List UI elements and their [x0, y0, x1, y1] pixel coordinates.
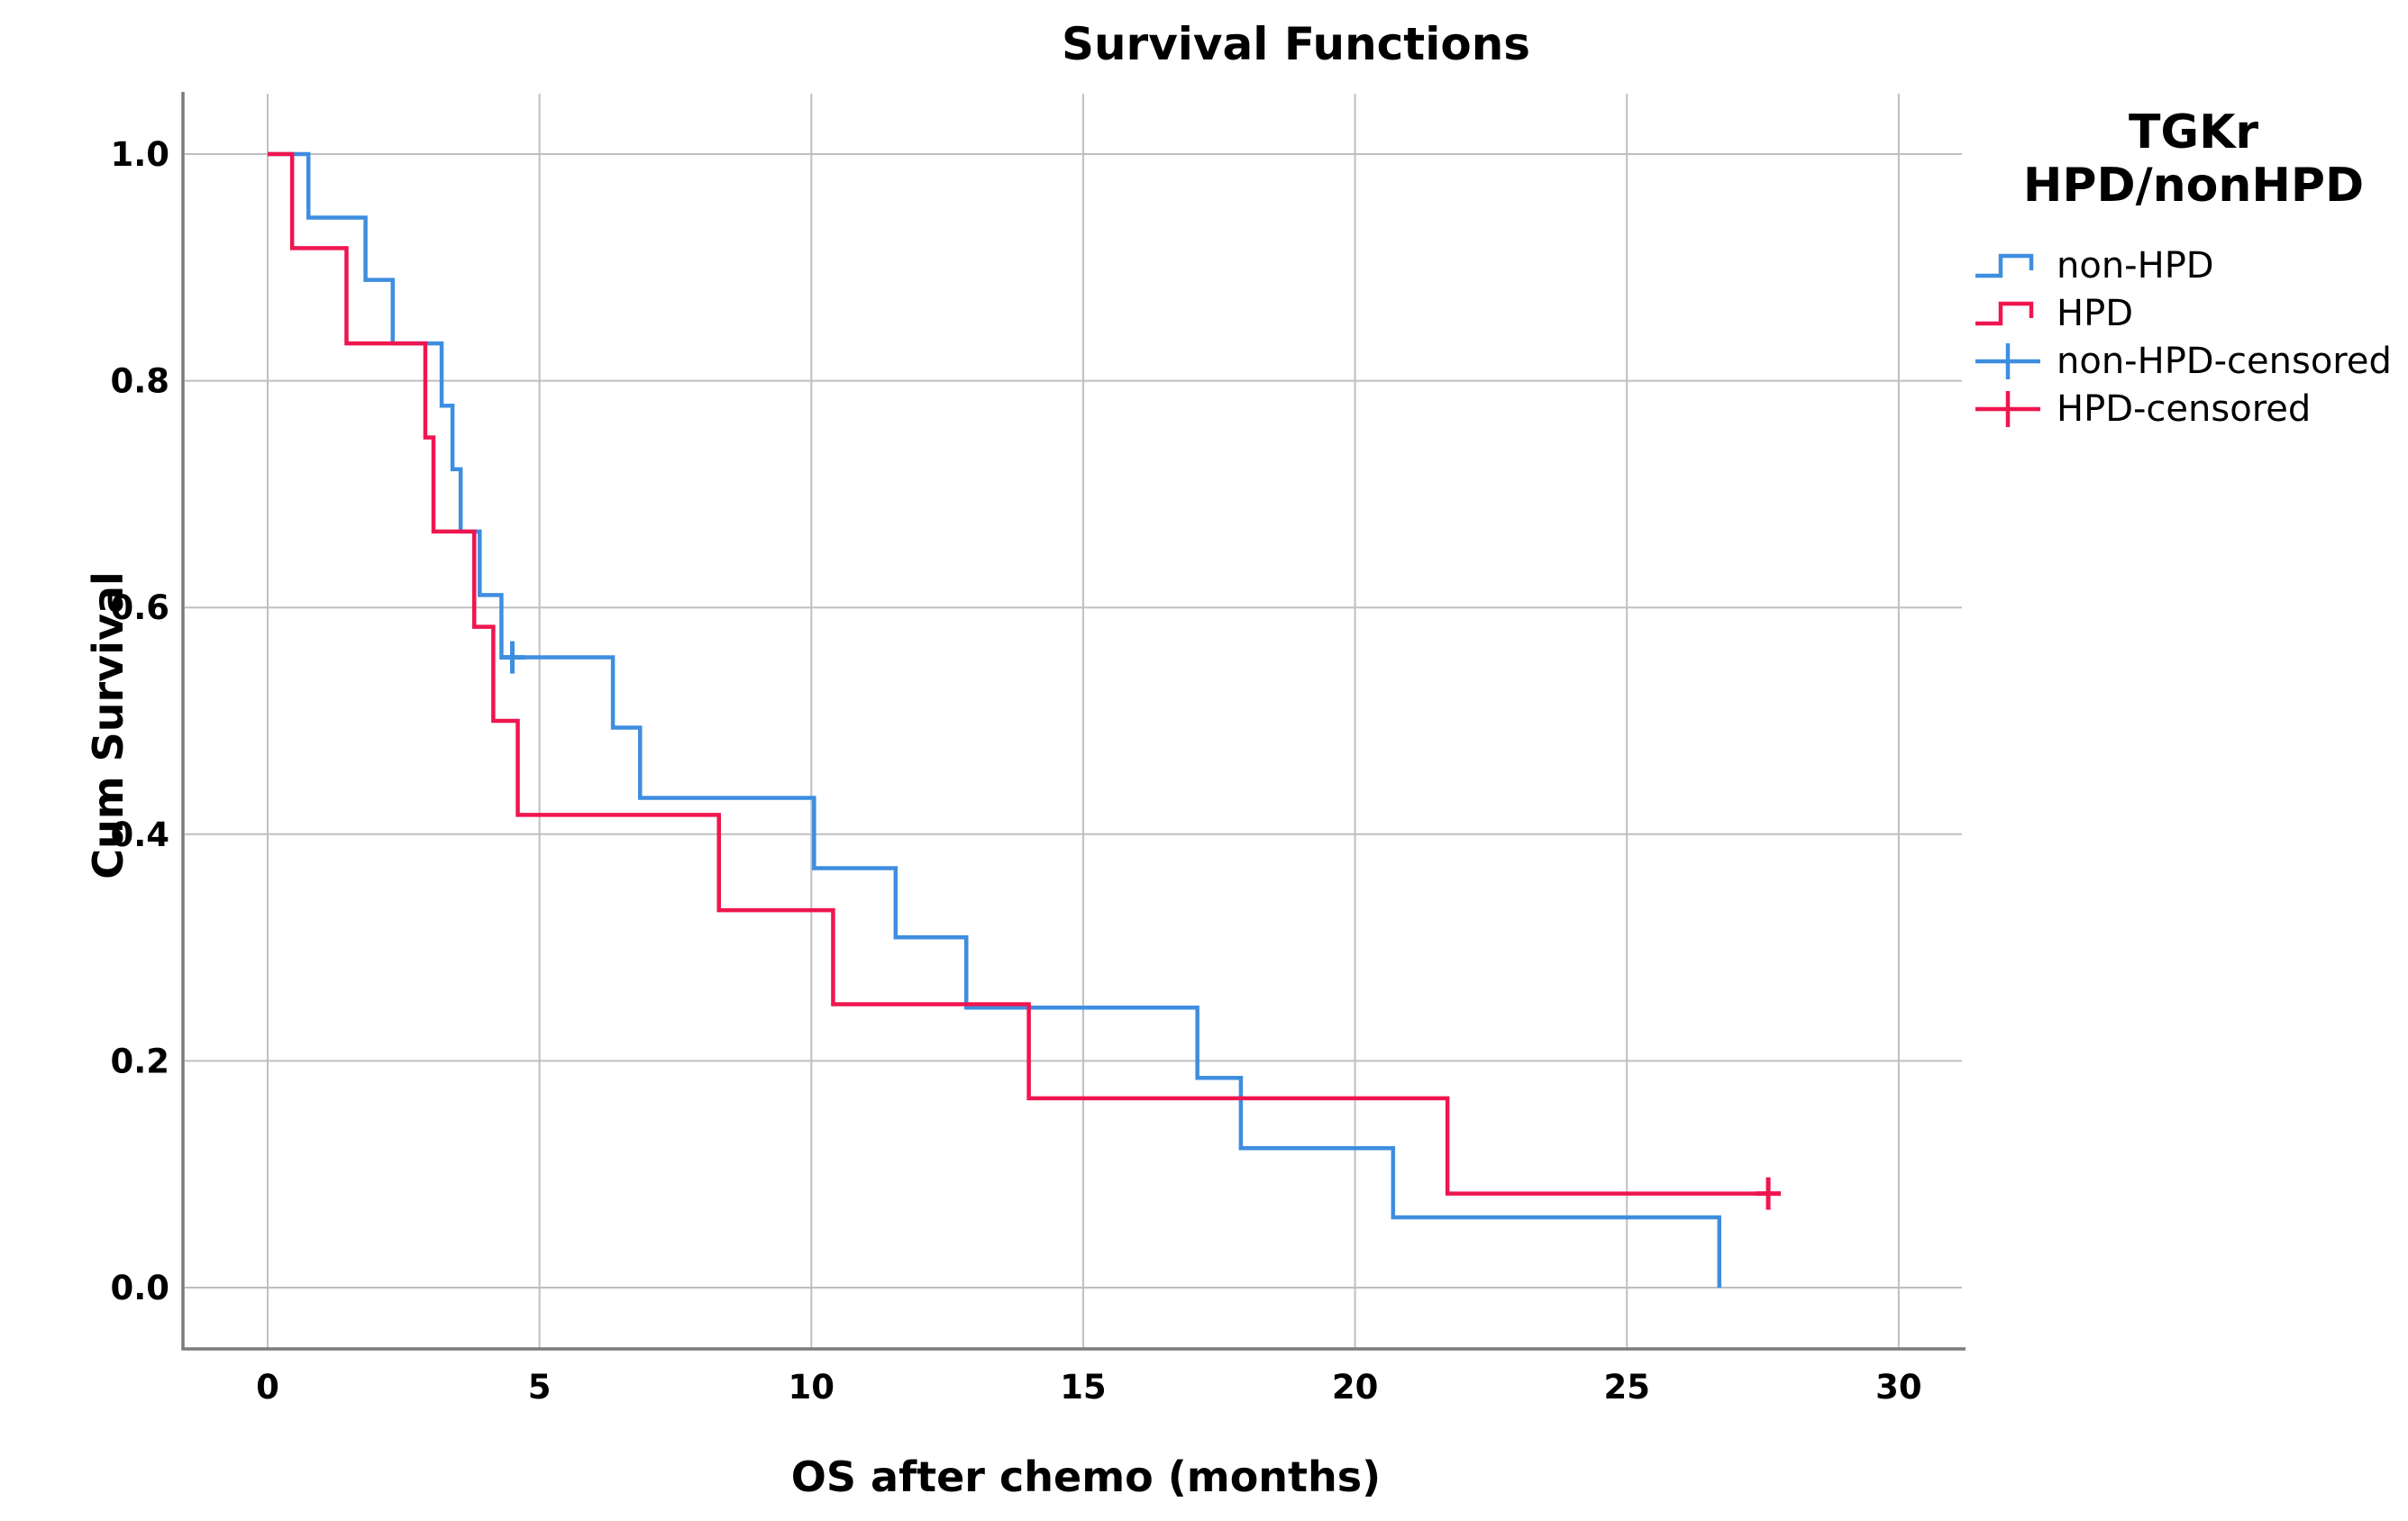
legend-item-non-hpd: non-HPD [1963, 241, 2408, 289]
series-non-HPD [268, 151, 1722, 1288]
censored-plus-icon [1975, 390, 2040, 427]
svg-text:0.0: 0.0 [110, 1269, 169, 1307]
y-axis-label: Cum Survival [84, 571, 132, 879]
svg-text:0.2: 0.2 [110, 1042, 169, 1080]
svg-text:30: 30 [1875, 1368, 1922, 1407]
x-axis-label: OS after chemo (months) [790, 1453, 1382, 1501]
legend-items: non-HPD HPD non-HPD-censored HPD-censore… [1963, 241, 2408, 433]
legend-title: TGKr HPD/nonHPD [2023, 106, 2364, 213]
svg-text:15: 15 [1060, 1368, 1107, 1407]
legend-title-line1: TGKr [2128, 105, 2259, 159]
legend-item-label: non-HPD [2057, 244, 2214, 287]
legend-item-label: HPD-censored [2057, 387, 2312, 430]
svg-text:0.8: 0.8 [110, 362, 169, 401]
step-line-icon [1975, 253, 2034, 278]
legend-item-hpd: HPD [1963, 289, 2408, 337]
legend-item-hpd-censored: HPD-censored [1963, 385, 2408, 433]
svg-text:10: 10 [789, 1368, 835, 1407]
svg-text:5: 5 [528, 1368, 552, 1407]
svg-text:0.6: 0.6 [110, 588, 169, 627]
svg-text:0.4: 0.4 [110, 815, 169, 854]
svg-text:25: 25 [1604, 1368, 1651, 1407]
chart-title: Survival Functions [1061, 18, 1531, 70]
series-HPD [268, 151, 1780, 1196]
legend-title-line2: HPD/nonHPD [2022, 158, 2365, 213]
svg-text:0: 0 [256, 1368, 279, 1407]
step-line-icon [1975, 301, 2034, 325]
svg-text:20: 20 [1332, 1368, 1379, 1407]
svg-text:1.0: 1.0 [110, 135, 169, 174]
censored-plus-icon [1975, 342, 2040, 379]
legend-item-non-hpd-censored: non-HPD-censored [1963, 337, 2408, 385]
legend-item-label: HPD [2057, 292, 2133, 334]
legend-item-label: non-HPD-censored [2057, 340, 2392, 382]
